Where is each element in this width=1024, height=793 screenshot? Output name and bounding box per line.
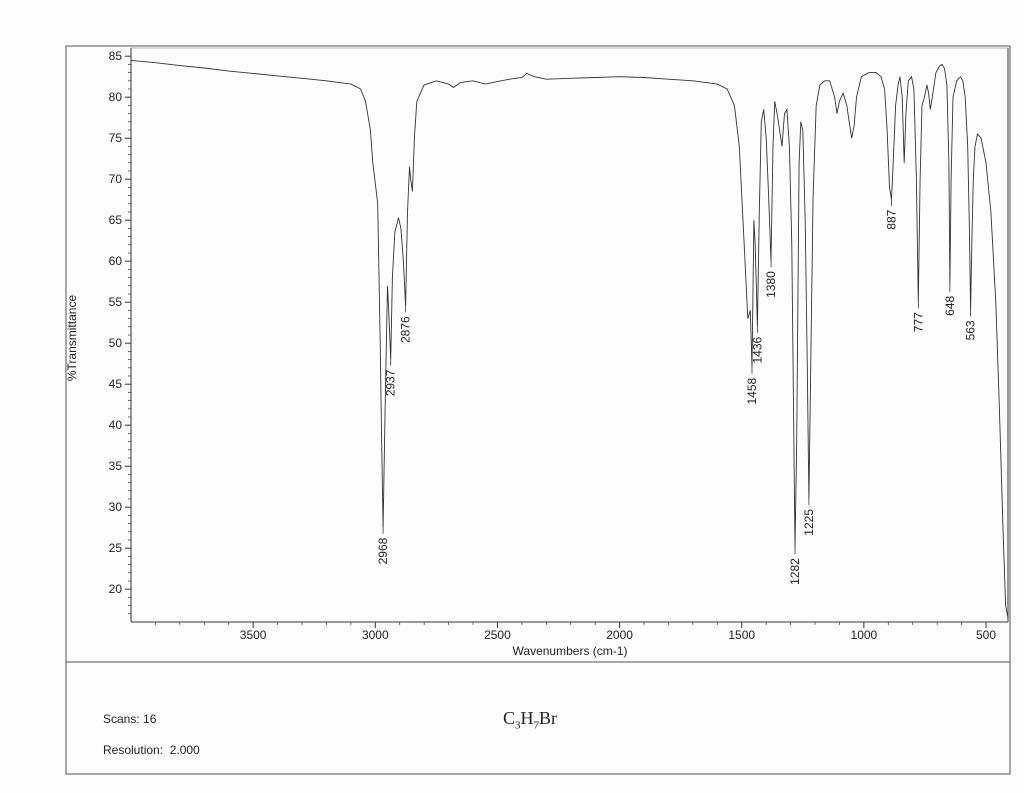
x-axis-label: Wavenumbers (cm-1) [513,644,628,658]
y-tick-label: 75 [109,131,123,145]
x-tick-label: 2500 [484,628,511,642]
x-tick-label: 2000 [606,628,633,642]
peak-label: 777 [911,312,925,332]
formula-count-h: 7 [533,719,540,732]
x-tick-label: 1000 [851,628,878,642]
x-tick-label: 3000 [362,628,389,642]
peak-label: 1458 [745,377,759,404]
spectrum-line [130,59,1009,618]
y-axis-ticks: 20 25 30 35 40 45 50 55 60 65 70 75 80 85 [109,49,131,615]
y-axis-label: %Transmittance [65,295,79,382]
molecular-formula: C3H7Br [503,708,557,732]
peak-label: 2968 [376,537,390,564]
peak-label: 563 [964,320,978,340]
y-tick-label: 60 [109,254,123,268]
peak-label: 1380 [764,271,778,298]
x-tick-label: 3500 [240,628,267,642]
y-tick-label: 20 [109,582,123,596]
outer-frame [65,45,1011,775]
y-tick-label: 55 [109,295,123,309]
formula-element-h: H [520,708,534,728]
peak-label: 2876 [399,316,413,343]
formula-element-br: Br [539,708,558,728]
y-tick-label: 65 [109,213,123,227]
y-tick-label: 80 [109,90,123,104]
peak-label: 1436 [750,336,764,363]
peak-label: 887 [885,209,899,229]
y-tick-label: 40 [109,418,123,432]
y-tick-label: 25 [109,541,123,555]
formula-count-c: 3 [515,719,521,732]
y-tick-label: 85 [109,49,123,63]
resolution-text: Resolution: 2.000 [103,743,200,757]
y-tick-label: 50 [109,336,123,350]
peak-label: 2937 [384,369,398,396]
y-tick-label: 45 [109,377,123,391]
y-tick-label: 30 [109,500,123,514]
peak-label: 1282 [788,558,802,585]
x-tick-label: 500 [976,628,996,642]
scans-text: Scans: 16 [103,712,157,726]
x-axis-ticks: 3500 3000 2500 2000 1500 1000 500 [155,622,996,642]
formula-element-c: C [503,708,516,728]
y-tick-label: 35 [109,459,123,473]
y-tick-label: 70 [109,172,123,186]
peak-label: 1225 [802,509,816,536]
x-tick-label: 1500 [728,628,755,642]
peak-labels: 2968 2937 2876 1458 1436 1380 1282 1225 887 777 64… [376,199,978,585]
peak-label: 648 [943,295,957,315]
